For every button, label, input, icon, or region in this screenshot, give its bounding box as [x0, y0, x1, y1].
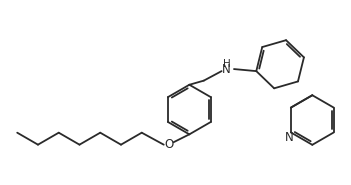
Text: H: H: [223, 59, 230, 69]
Text: N: N: [284, 131, 293, 144]
Text: N: N: [222, 63, 231, 75]
Text: O: O: [164, 138, 173, 151]
